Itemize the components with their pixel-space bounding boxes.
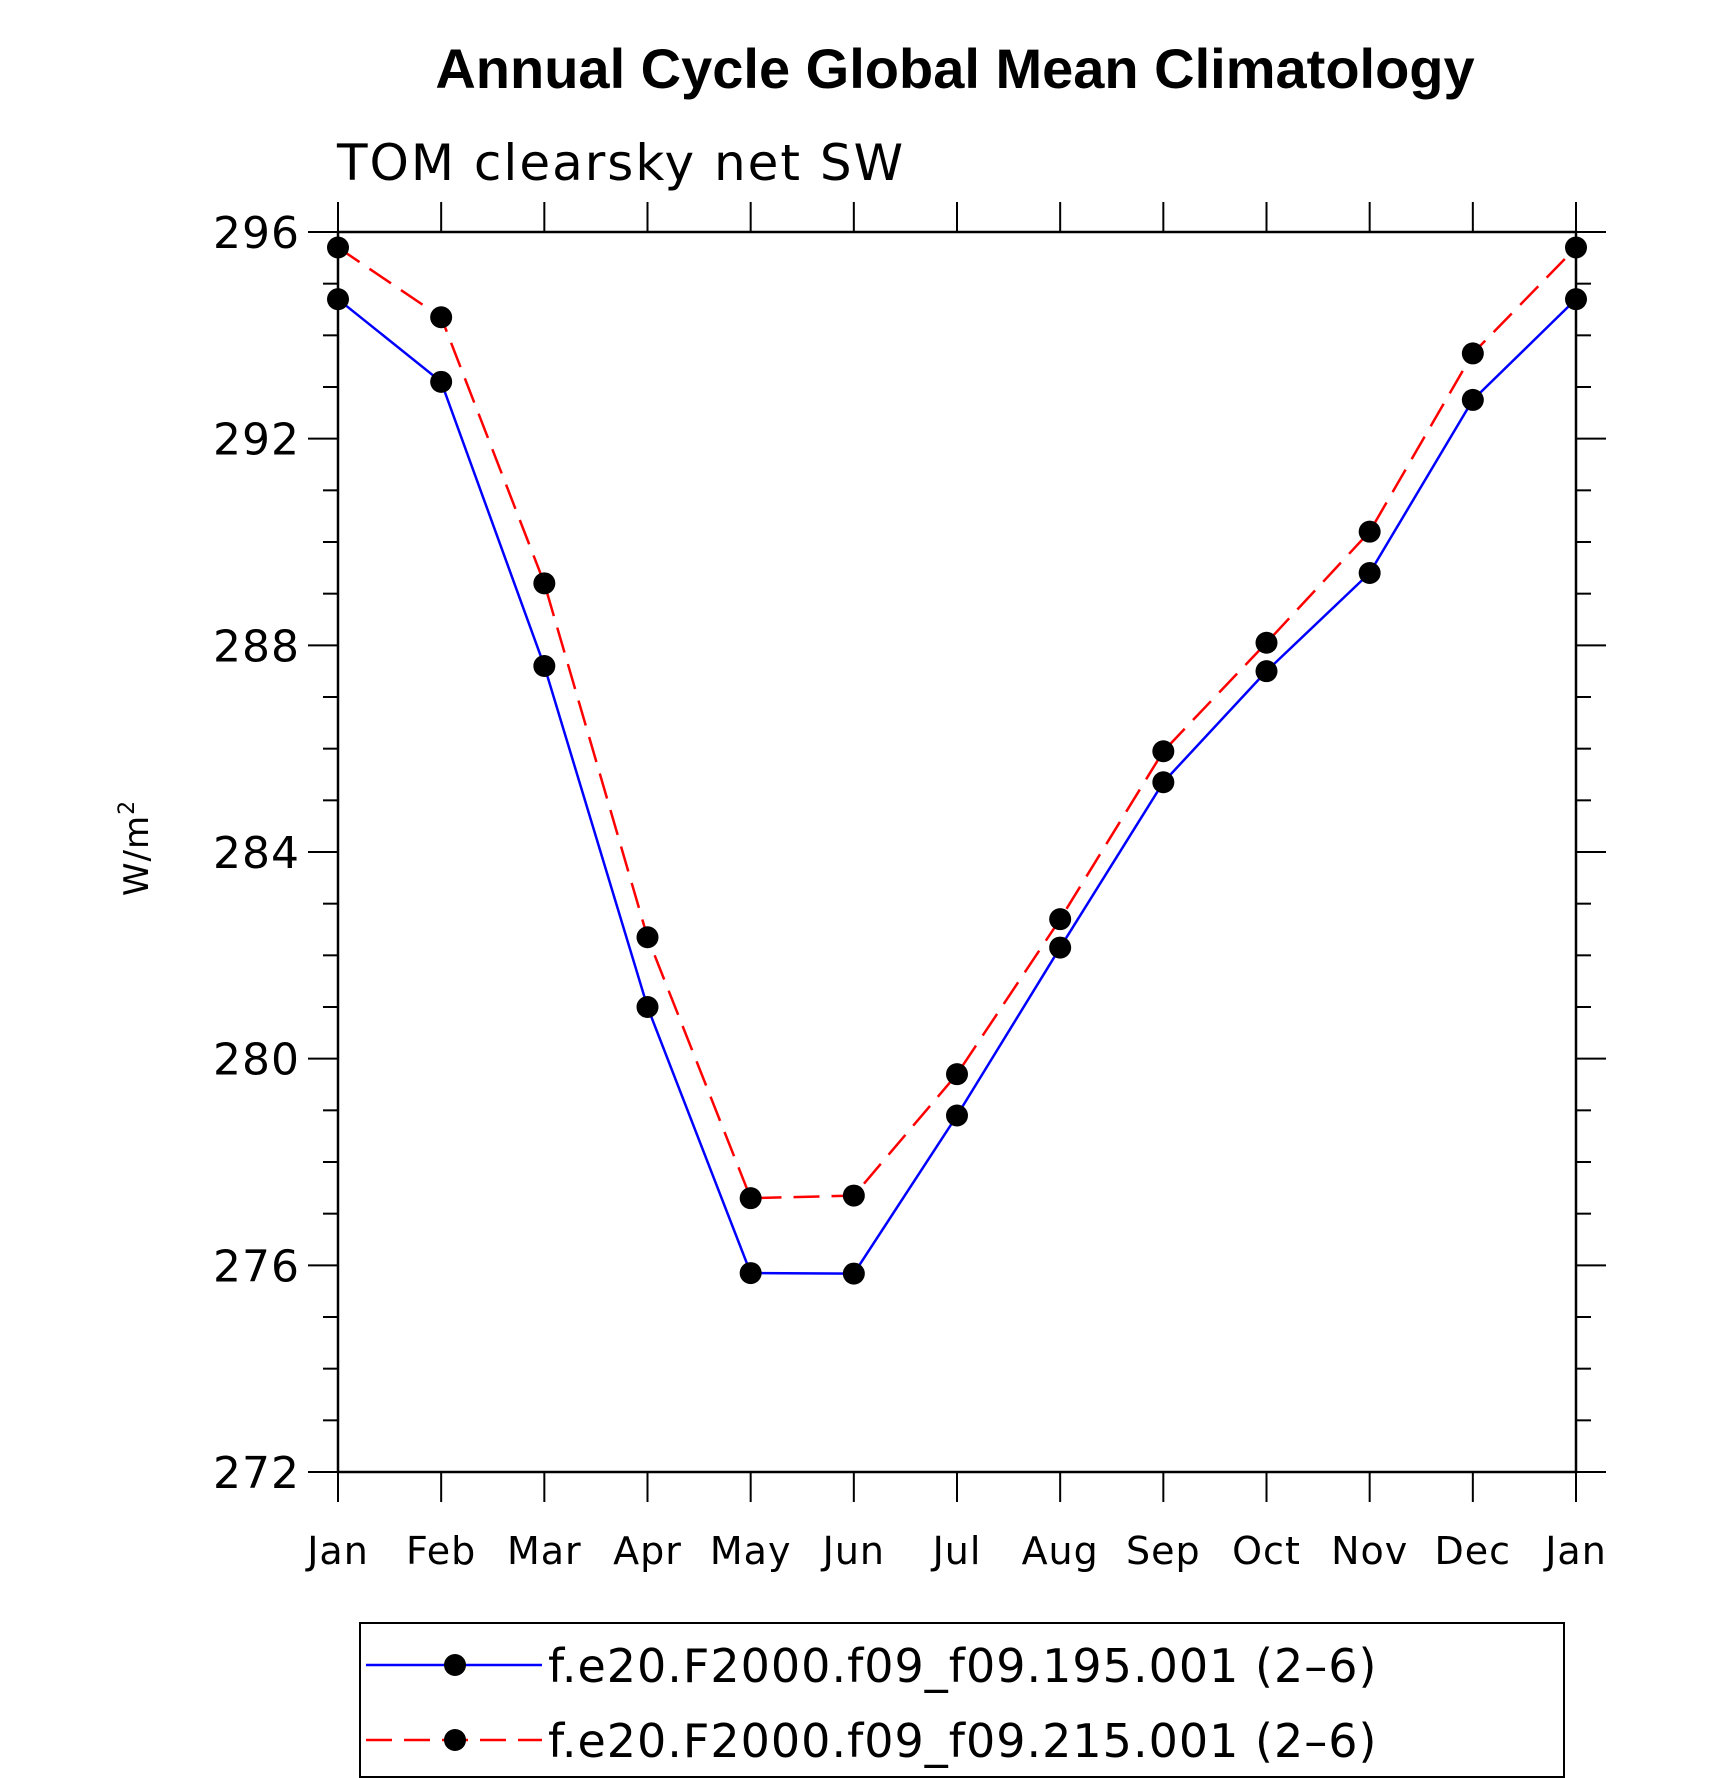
- series-2-point: [739, 1187, 762, 1210]
- series-2-point: [327, 236, 349, 259]
- x-tick-label: Mar: [507, 1529, 582, 1573]
- y-axis-label-superscript: 2: [115, 800, 140, 815]
- series-1-point: [327, 288, 349, 311]
- legend-marker-1: [444, 1654, 466, 1676]
- series-1-point: [1255, 660, 1278, 683]
- series-1-point: [1461, 388, 1484, 411]
- series-line-1: [337, 298, 1577, 1275]
- series-2-point: [1152, 740, 1175, 763]
- series-2-point: [430, 306, 453, 329]
- legend-label-1: f.e20.F2000.f09_f09.195.001 (2–6): [548, 1639, 1377, 1693]
- y-tick-label: 296: [213, 208, 300, 259]
- x-tick-label: Jun: [821, 1529, 885, 1573]
- series-line-2: [337, 246, 1577, 1200]
- y-tick-label: 276: [213, 1241, 300, 1292]
- legend: f.e20.F2000.f09_f09.195.001 (2–6) f.e20.F…: [359, 1622, 1565, 1778]
- x-tick-label: Jan: [1543, 1529, 1607, 1573]
- series-1-point: [1049, 936, 1072, 959]
- series-2-point: [946, 1063, 968, 1086]
- x-tick-label: Apr: [613, 1529, 682, 1573]
- y-axis-label-text: W/m: [117, 815, 157, 896]
- y-axis-label: W/m2: [115, 800, 157, 896]
- x-tick-label: Sep: [1126, 1529, 1201, 1573]
- series-2-point: [636, 926, 659, 949]
- series-2-point: [533, 572, 556, 595]
- series-2-point: [842, 1184, 865, 1207]
- y-tick-label: 288: [213, 621, 300, 672]
- x-tick-label: Nov: [1331, 1529, 1408, 1573]
- series-1-point: [636, 996, 659, 1018]
- y-tick-label: 272: [213, 1448, 300, 1499]
- series-1-point: [430, 370, 453, 393]
- x-tick-label: May: [710, 1529, 792, 1573]
- series-1-point: [533, 655, 556, 677]
- series-1-point: [739, 1262, 762, 1285]
- x-tick-label: Dec: [1435, 1529, 1512, 1573]
- chart-title: Annual Cycle Global Mean Climatology: [435, 37, 1474, 100]
- y-tick-label: 280: [213, 1035, 300, 1086]
- series-1-point: [946, 1104, 968, 1127]
- series-2-point: [1049, 908, 1072, 931]
- series-1-point: [842, 1262, 865, 1285]
- x-tick-label: Jan: [305, 1529, 369, 1573]
- y-tick-label: 292: [213, 415, 300, 466]
- legend-box: [359, 1622, 1565, 1778]
- x-tick-label: Jul: [931, 1529, 982, 1573]
- x-tick-label: Feb: [406, 1529, 476, 1573]
- y-tick-label: 284: [213, 828, 300, 879]
- series-2-point: [1358, 520, 1381, 543]
- legend-marker-2: [444, 1729, 466, 1751]
- legend-label-2: f.e20.F2000.f09_f09.215.001 (2–6): [548, 1714, 1377, 1768]
- series-1-point: [1358, 562, 1381, 584]
- series-2-point: [1461, 342, 1484, 365]
- series-2-point: [1255, 631, 1278, 654]
- series-2-point: [1565, 236, 1587, 259]
- series-group: [327, 236, 1587, 1285]
- series-1-point: [1565, 288, 1587, 311]
- x-tick-label: Oct: [1232, 1529, 1301, 1573]
- plot-frame: [336, 230, 1578, 1474]
- series-1-point: [1152, 771, 1175, 794]
- x-tick-label: Aug: [1022, 1529, 1099, 1573]
- chart-subtitle: TOM clearsky net SW: [336, 134, 905, 192]
